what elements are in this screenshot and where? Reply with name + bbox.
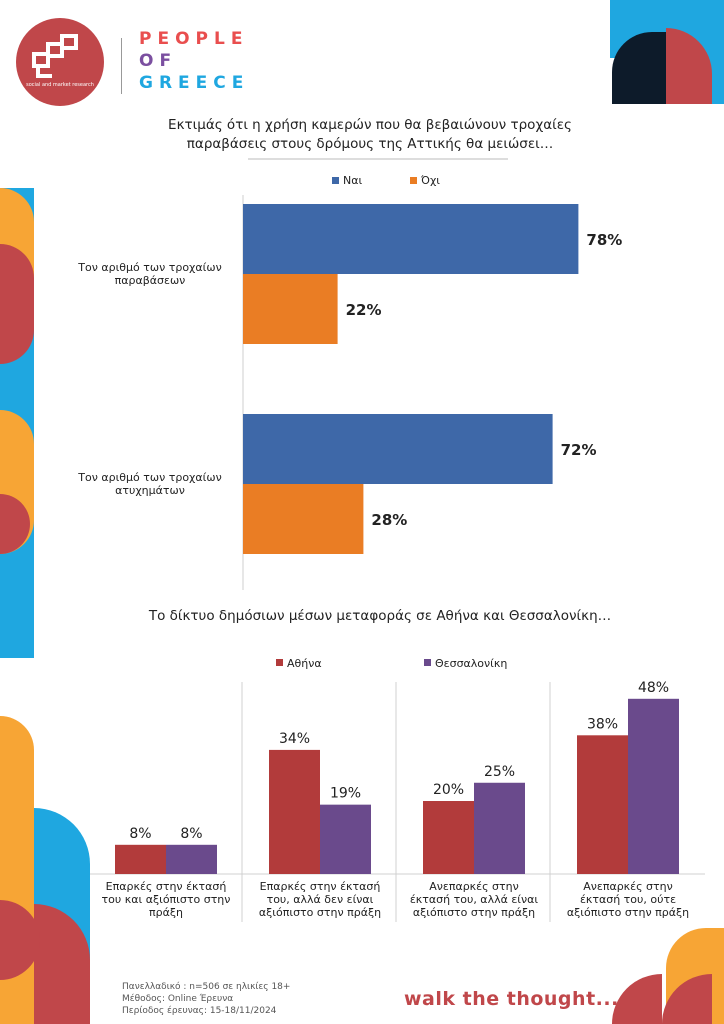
deco-left-blue-end [0,560,34,658]
chart2-bar-3-1 [628,698,679,874]
chart1-category-label-0-1: παραβάσεων [115,274,186,287]
chart2-data-label-1-1: 19% [330,786,361,802]
chart2-category-label-2-1: έκτασή του, αλλά είναι [410,893,539,906]
chart2-data-label-2-1: 25% [484,764,515,780]
chart1-legend-label-0: Ναι [343,174,362,187]
chart1-data-label-1-0: 72% [561,441,597,459]
deco-br-red [612,974,662,1024]
chart1-title-line-1: Εκτιμάς ότι η χρήση καμερών που θα βεβαι… [168,117,572,133]
brand-line-1: PEOPLE [139,29,249,49]
deco-left-red-3 [34,904,90,1024]
chart2-category-label-2-2: αξιόπιστο στην πράξη [413,906,535,919]
chart2-category-label-0-2: πράξη [149,906,183,919]
chart2-category-label-3-0: Ανεπαρκές στην [583,880,673,893]
chart1-category-label-0-0: Τον αριθμό των τροχαίων [77,261,222,274]
chart2-bar-1-1 [320,804,371,874]
methodology-note: Πανελλαδικό : n=506 σε ηλικίες 18+ Μέθοδ… [122,981,290,1017]
chart2-data-label-0-1: 8% [180,826,202,842]
chart1-bar-0-0 [243,204,579,274]
chart1-title: Εκτιμάς ότι η χρήση καμερών που θα βεβαι… [110,116,630,154]
company-logo [16,18,104,106]
chart2-category-label-1-1: του, αλλά δεν είναι [267,893,374,906]
deco-red-quarter [666,28,712,104]
chart2-category-label-1-0: Επαρκές στην έκτασή [260,880,381,893]
chart1-category-label-1-0: Τον αριθμό των τροχαίων [77,471,222,484]
chart1-category-label-1-1: ατυχημάτων [115,484,185,497]
chart2-data-label-3-0: 38% [587,716,618,732]
chart2-category-label-0-1: του και αξιόπιστο στην [102,893,231,906]
logo-divider [121,38,122,94]
chart2-category-label-2-0: Ανεπαρκές στην [429,880,519,893]
logo-mark-icon [32,34,78,78]
note-sample: Πανελλαδικό : n=506 σε ηλικίες 18+ [122,982,291,992]
chart1-data-label-0-0: 78% [586,231,622,249]
chart2-legend-label-0: Αθήνα [287,657,322,670]
chart2-category-label-0-0: Επαρκές στην έκτασή [106,880,227,893]
chart2-legend-swatch-1 [424,659,431,666]
chart1-data-label-0-1: 22% [346,301,382,319]
chart2-bar-3-0 [577,735,628,874]
brand-line-2: OF [139,51,178,71]
deco-left-red-4 [0,900,40,980]
chart1-title-line-2: παραβάσεις στους δρόμους της Αττικής θα … [186,136,554,152]
chart2-category-label-3-1: έκτασή του, ούτε [580,893,676,906]
chart2-category-label-3-2: αξιόπιστο στην πράξη [567,906,689,919]
chart2-bar-1-0 [269,749,320,874]
chart2-data-label-1-0: 34% [279,731,310,747]
chart2-data-label-2-0: 20% [433,782,464,798]
chart1-bar-1-1 [243,484,364,554]
chart1-bar-0-1 [243,274,338,344]
note-method: Μέθοδος: Online Έρευνα [122,994,234,1004]
deco-navy-shape [612,32,666,104]
chart2-bar-0-0 [115,844,166,874]
deco-br-red-2 [662,974,712,1024]
logo-subtitle: social and market research [26,82,94,88]
chart2-data-label-0-0: 8% [129,826,151,842]
chart2-legend-swatch-0 [276,659,283,666]
chart2-data-label-3-1: 48% [638,680,669,696]
chart2-bar-2-1 [474,782,525,874]
note-period: Περίοδος έρευνας: 15-18/11/2024 [122,1006,277,1016]
chart1-legend-swatch-1 [410,177,417,184]
brand-line-3: GREECE [139,73,250,93]
brand-wordmark: PEOPLE OF GREECE [139,28,249,94]
tagline: walk the thought... [404,988,619,1010]
chart2-legend-label-1: Θεσσαλονίκη [435,657,507,670]
chart1-bar-1-0 [243,414,553,484]
deco-left-red-2 [0,494,30,554]
chart2-bar-0-1 [166,844,217,874]
chart1-legend-swatch-0 [332,177,339,184]
chart2-category-label-1-2: αξιόπιστο στην πράξη [259,906,381,919]
chart1-data-label-1-1: 28% [371,511,407,529]
deco-left-red-1 [0,244,34,364]
chart2-bar-2-0 [423,801,474,874]
chart2-title: Το δίκτυο δημόσιων μέσων μεταφοράς σε Αθ… [148,608,612,624]
chart1-legend-label-1: Όχι [420,174,440,187]
